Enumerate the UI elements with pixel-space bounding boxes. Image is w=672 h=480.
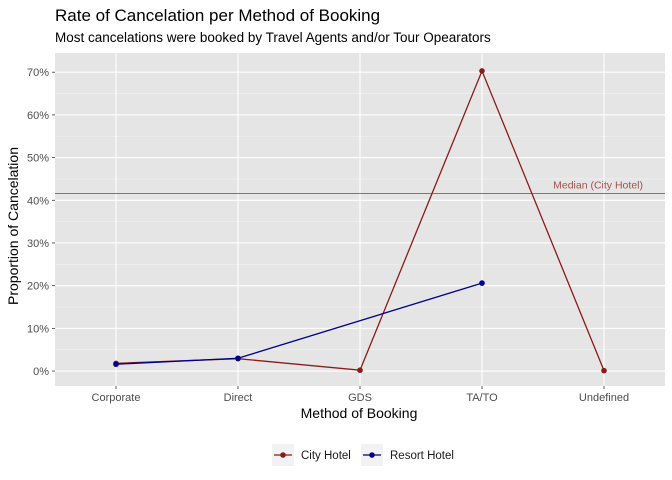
chart-title: Rate of Cancelation per Method of Bookin…: [55, 6, 380, 25]
y-axis-label: Proportion of Cancelation: [5, 147, 21, 305]
x-tick-label: TA/TO: [466, 392, 498, 404]
legend: City Hotel Resort Hotel: [272, 444, 454, 466]
legend-label: Resort Hotel: [390, 450, 454, 462]
x-tick-label: Undefined: [579, 392, 629, 404]
data-point: [601, 367, 607, 374]
chart-subtitle: Most cancelations were booked by Travel …: [55, 30, 491, 45]
x-tick-label: GDS: [348, 392, 372, 404]
x-axis-ticks: Corporate Direct GDS TA/TO Undefined: [92, 386, 629, 404]
y-tick-label: 0%: [33, 366, 49, 378]
major-gridlines: [55, 53, 665, 386]
y-tick-label: 60%: [27, 110, 49, 122]
y-tick-label: 40%: [27, 195, 49, 207]
data-point: [479, 280, 485, 286]
median-label: Median (City Hotel): [553, 179, 643, 191]
data-point: [357, 367, 363, 374]
data-point: [479, 68, 485, 74]
x-tick-label: Corporate: [92, 392, 141, 404]
y-tick-label: 20%: [27, 281, 49, 293]
y-tick-label: 70%: [27, 67, 49, 79]
x-axis-label: Method of Booking: [301, 405, 418, 421]
y-tick-label: 10%: [27, 323, 49, 335]
legend-key-point: [280, 452, 286, 458]
y-tick-label: 50%: [27, 153, 49, 165]
x-tick-label: Direct: [224, 392, 253, 404]
series-points: [113, 68, 607, 374]
y-tick-label: 30%: [27, 238, 49, 250]
data-point: [235, 355, 241, 362]
legend-label: City Hotel: [301, 450, 351, 462]
data-point: [113, 361, 119, 368]
legend-key-point: [369, 452, 375, 458]
median-lines: Median (City Hotel): [55, 179, 665, 194]
y-axis-ticks: 0% 10% 20% 30% 40% 50% 60% 70%: [27, 67, 55, 378]
